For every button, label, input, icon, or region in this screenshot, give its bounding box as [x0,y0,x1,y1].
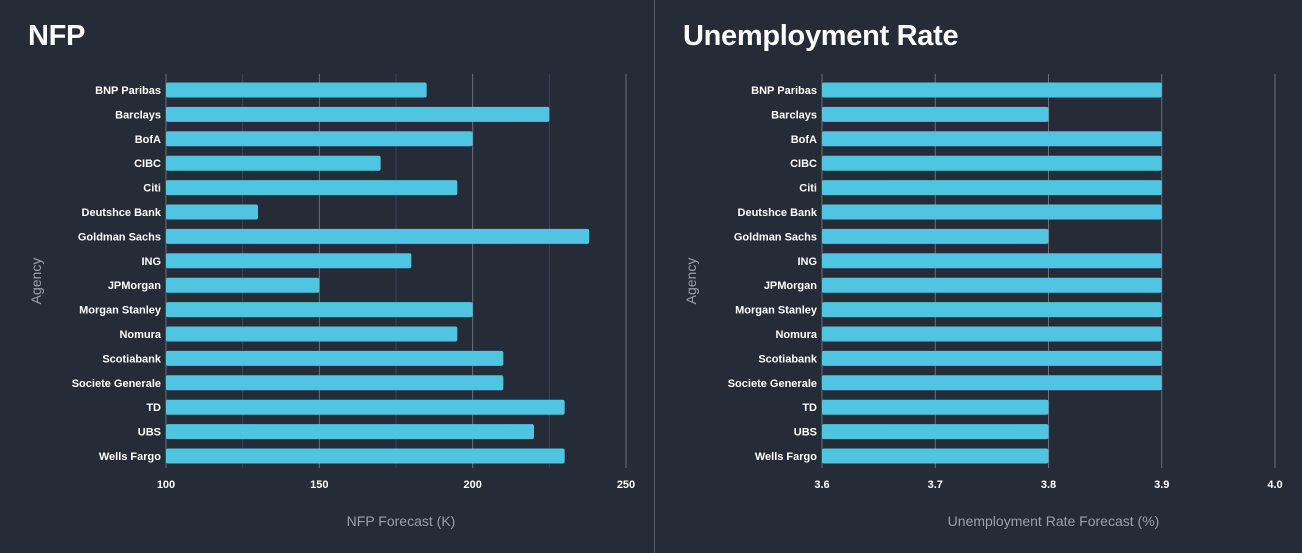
x-axis-title: NFP Forecast (K) [347,513,456,529]
bar[interactable] [166,180,458,196]
category-label: UBS [138,427,161,439]
y-axis-title: Agency [683,258,699,305]
category-label: JPMorgan [108,280,161,292]
nfp-bar-chart: 100 150 200 250 BNP Paribas Barclays BofA CIBC C… [28,74,635,529]
category-label: Nomura [119,329,161,341]
bar[interactable] [822,399,1049,415]
bar[interactable] [166,326,458,342]
category-label: Wells Fargo [755,451,817,463]
category-label: Goldman Sachs [78,231,161,243]
bar[interactable] [166,399,565,415]
bar[interactable] [166,228,590,244]
category-label: BofA [791,134,817,146]
x-tick-label: 200 [463,479,481,491]
bar[interactable] [822,131,1162,147]
x-tick-label: 3.8 [1041,479,1056,491]
bar[interactable] [822,375,1162,391]
category-label: BNP Paribas [95,85,161,97]
bar[interactable] [166,448,565,464]
category-label: JPMorgan [764,280,817,292]
bar[interactable] [822,302,1162,318]
category-label: BNP Paribas [751,85,817,97]
x-axis-title: Unemployment Rate Forecast (%) [948,513,1160,529]
bar[interactable] [166,375,504,391]
nfp-chart-panel: NFP 100 150 200 250 BNP Paribas Barclays BofA C… [28,20,635,529]
category-label: TD [146,402,161,414]
category-label: Wells Fargo [99,451,161,463]
bar[interactable] [166,424,534,440]
bar[interactable] [822,155,1162,171]
x-tick-label: 4.0 [1267,479,1282,491]
x-tick-label: 250 [617,479,635,491]
bar[interactable] [166,82,427,98]
bar[interactable] [166,302,473,318]
x-tick-label: 3.9 [1154,479,1169,491]
bar[interactable] [822,448,1049,464]
category-label: BofA [135,134,161,146]
bar[interactable] [822,228,1049,244]
category-label: Societe Generale [72,378,161,390]
bar[interactable] [822,204,1162,220]
category-label: Scotiabank [102,353,162,365]
category-label: Citi [143,183,161,195]
x-tick-label: 100 [157,479,175,491]
category-label: ING [141,256,161,268]
bar[interactable] [822,180,1162,196]
bar[interactable] [822,424,1049,440]
chart-title: Unemployment Rate [683,20,959,52]
bar[interactable] [822,106,1049,122]
category-label: Deutshce Bank [82,207,162,219]
category-label: Scotiabank [758,353,818,365]
category-label: ING [797,256,817,268]
bar[interactable] [822,82,1162,98]
category-label: CIBC [790,158,817,170]
category-label: Deutshce Bank [738,207,818,219]
category-label: Nomura [775,329,817,341]
bar[interactable] [166,253,412,269]
category-label: Morgan Stanley [735,305,818,317]
category-label: Morgan Stanley [79,305,162,317]
chart-title: NFP [28,20,86,52]
x-tick-label: 150 [310,479,328,491]
bar[interactable] [822,350,1162,366]
bar[interactable] [822,277,1162,293]
bar[interactable] [166,277,320,293]
x-tick-label: 3.6 [814,479,829,491]
category-label: Barclays [115,109,161,121]
category-label: Citi [799,183,817,195]
bar[interactable] [166,204,258,220]
bar[interactable] [822,253,1162,269]
unemployment-chart-panel: Unemployment Rate 3.6 3.7 3.8 3.9 4.0 BNP Par… [655,0,1302,553]
x-tick-label: 3.7 [928,479,943,491]
unemployment-bar-chart: 3.6 3.7 3.8 3.9 4.0 BNP Paribas Barclays BofA CI… [683,74,1283,529]
category-label: Barclays [771,109,817,121]
y-axis-title: Agency [28,258,44,305]
category-label: Societe Generale [728,378,817,390]
panel-divider [654,0,655,553]
category-label: CIBC [134,158,161,170]
category-label: TD [802,402,817,414]
category-label: UBS [794,427,817,439]
category-label: Goldman Sachs [734,231,817,243]
bar[interactable] [166,155,381,171]
bar[interactable] [166,106,550,122]
bar[interactable] [166,350,504,366]
bar[interactable] [166,131,473,147]
bar[interactable] [822,326,1162,342]
